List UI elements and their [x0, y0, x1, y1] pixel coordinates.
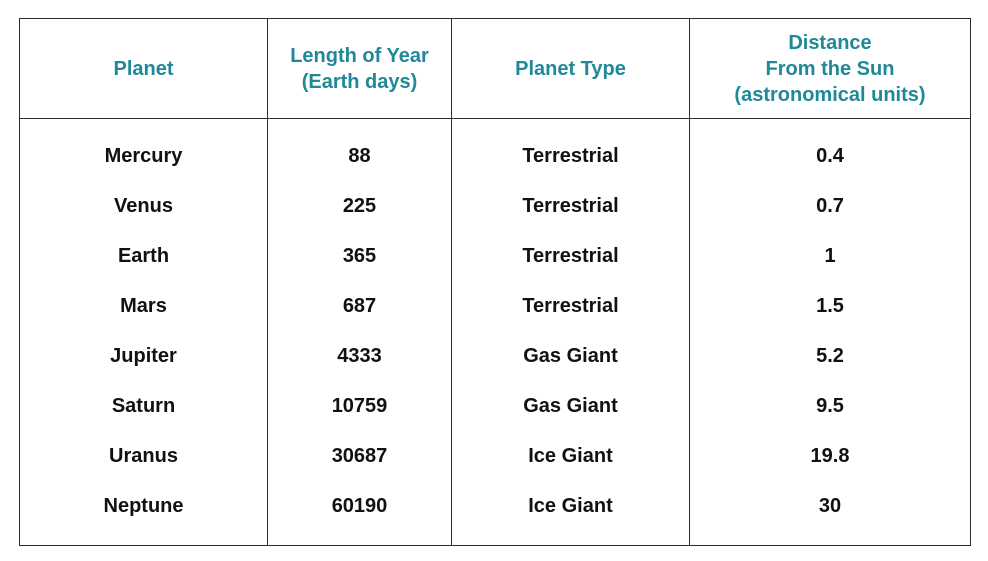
header-length-of-year: Length of Year (Earth days): [267, 18, 452, 119]
cell-planet-type: Ice Giant: [451, 431, 690, 481]
table-row: Mercury 88 Terrestrial 0.4: [19, 118, 971, 181]
planets-table: Planet Length of Year (Earth days) Plane…: [19, 18, 971, 546]
table-row: Neptune 60190 Ice Giant 30: [19, 481, 971, 546]
table-row: Uranus 30687 Ice Giant 19.8: [19, 431, 971, 481]
cell-length-of-year: 225: [267, 181, 452, 231]
cell-planet: Uranus: [19, 431, 268, 481]
cell-planet-type: Terrestrial: [451, 231, 690, 281]
cell-distance: 9.5: [689, 381, 971, 431]
cell-planet: Neptune: [19, 481, 268, 546]
cell-planet-type: Gas Giant: [451, 381, 690, 431]
cell-length-of-year: 30687: [267, 431, 452, 481]
cell-length-of-year: 10759: [267, 381, 452, 431]
cell-planet-type: Gas Giant: [451, 331, 690, 381]
cell-planet: Mercury: [19, 118, 268, 181]
table-row: Mars 687 Terrestrial 1.5: [19, 281, 971, 331]
header-planet: Planet: [19, 18, 268, 119]
cell-length-of-year: 60190: [267, 481, 452, 546]
cell-distance: 5.2: [689, 331, 971, 381]
table-row: Venus 225 Terrestrial 0.7: [19, 181, 971, 231]
cell-planet: Venus: [19, 181, 268, 231]
cell-planet: Earth: [19, 231, 268, 281]
header-row: Planet Length of Year (Earth days) Plane…: [19, 18, 971, 119]
header-distance-from-sun: Distance From the Sun (astronomical unit…: [689, 18, 971, 119]
cell-length-of-year: 88: [267, 118, 452, 181]
table-header: Planet Length of Year (Earth days) Plane…: [19, 18, 971, 119]
cell-planet: Jupiter: [19, 331, 268, 381]
table-row: Jupiter 4333 Gas Giant 5.2: [19, 331, 971, 381]
table-row: Earth 365 Terrestrial 1: [19, 231, 971, 281]
cell-planet: Saturn: [19, 381, 268, 431]
cell-planet: Mars: [19, 281, 268, 331]
cell-distance: 30: [689, 481, 971, 546]
table-body: Mercury 88 Terrestrial 0.4 Venus 225 Ter…: [19, 118, 971, 546]
cell-planet-type: Terrestrial: [451, 118, 690, 181]
cell-planet-type: Terrestrial: [451, 181, 690, 231]
header-planet-type: Planet Type: [451, 18, 690, 119]
cell-length-of-year: 365: [267, 231, 452, 281]
cell-length-of-year: 687: [267, 281, 452, 331]
cell-distance: 0.7: [689, 181, 971, 231]
cell-distance: 0.4: [689, 118, 971, 181]
cell-planet-type: Terrestrial: [451, 281, 690, 331]
cell-length-of-year: 4333: [267, 331, 452, 381]
cell-distance: 19.8: [689, 431, 971, 481]
table-row: Saturn 10759 Gas Giant 9.5: [19, 381, 971, 431]
cell-distance: 1.5: [689, 281, 971, 331]
cell-planet-type: Ice Giant: [451, 481, 690, 546]
cell-distance: 1: [689, 231, 971, 281]
